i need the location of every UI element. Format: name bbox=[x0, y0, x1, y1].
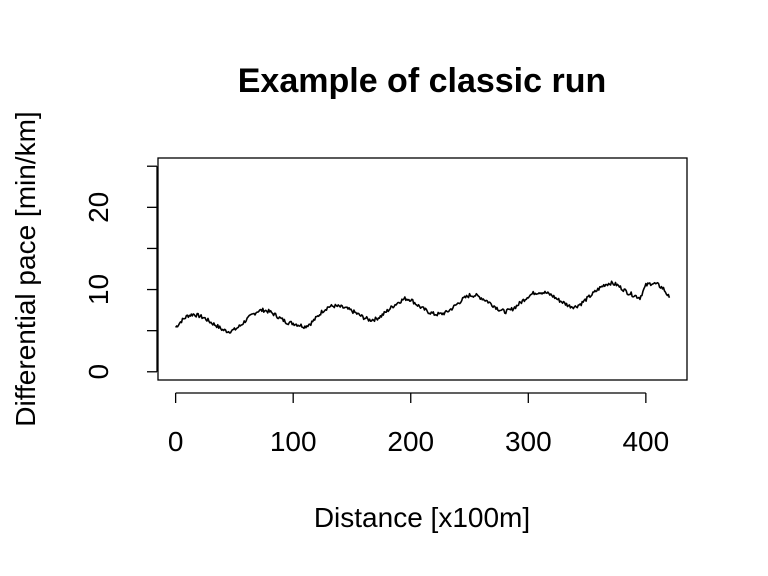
x-axis: 0 100 200 300 400 bbox=[168, 392, 669, 457]
series-layer bbox=[174, 280, 671, 334]
series-line-pace bbox=[174, 280, 671, 334]
y-tick-label: 0 bbox=[83, 364, 114, 380]
y-axis: 0 10 20 bbox=[83, 165, 158, 380]
x-axis-label: Distance [x100m] bbox=[314, 502, 530, 533]
y-tick-label: 20 bbox=[83, 192, 114, 223]
x-tick-label: 100 bbox=[270, 426, 317, 457]
y-axis-label: Differential pace [min/km] bbox=[10, 111, 41, 426]
plot-area-frame bbox=[157, 157, 688, 381]
x-tick-label: 200 bbox=[387, 426, 434, 457]
x-tick-label: 300 bbox=[505, 426, 552, 457]
y-tick-label: 10 bbox=[83, 274, 114, 305]
x-tick-label: 400 bbox=[622, 426, 669, 457]
chart-title: Example of classic run bbox=[238, 62, 607, 100]
x-tick-label: 0 bbox=[168, 426, 184, 457]
